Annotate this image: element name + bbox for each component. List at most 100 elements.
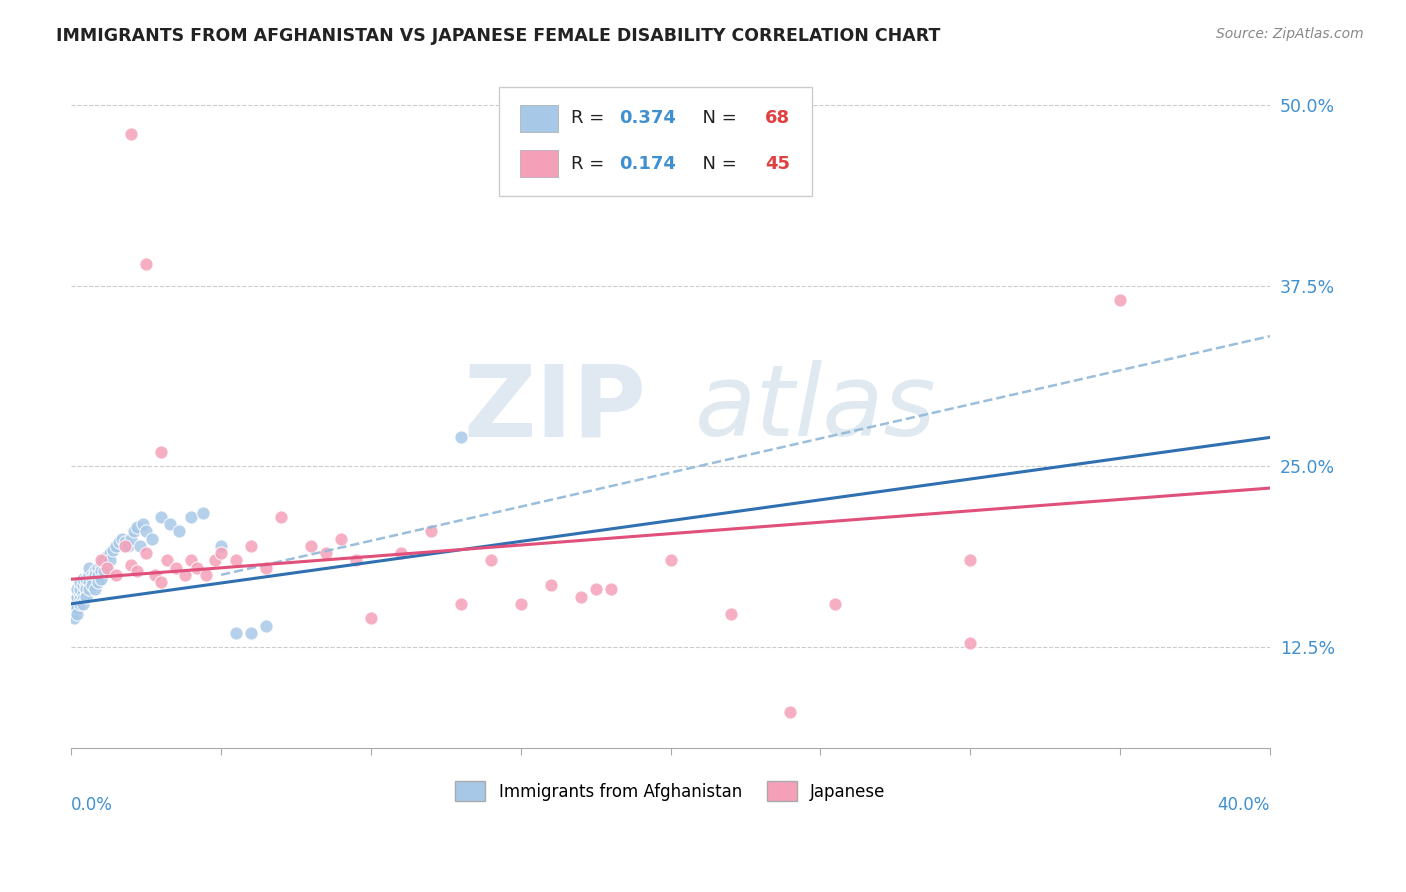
Point	[195, 567, 218, 582]
Point	[63, 607, 86, 621]
Point	[98, 553, 121, 567]
Point	[150, 445, 173, 459]
Point	[150, 510, 173, 524]
Point	[225, 553, 247, 567]
Point	[111, 532, 134, 546]
Point	[315, 546, 337, 560]
Point	[72, 572, 94, 586]
Point	[720, 607, 742, 621]
Text: 0.174: 0.174	[619, 154, 676, 173]
Point	[77, 575, 100, 590]
Point	[96, 560, 118, 574]
Point	[299, 539, 322, 553]
Point	[225, 625, 247, 640]
Point	[75, 582, 97, 597]
Point	[1109, 293, 1132, 307]
Point	[143, 567, 166, 582]
Point	[127, 564, 149, 578]
Point	[204, 553, 226, 567]
Point	[135, 524, 157, 539]
Point	[84, 567, 107, 582]
Text: N =: N =	[690, 154, 742, 173]
Point	[180, 510, 202, 524]
FancyBboxPatch shape	[520, 150, 558, 178]
Point	[66, 582, 89, 597]
Point	[103, 543, 125, 558]
Point	[135, 257, 157, 271]
Point	[63, 604, 86, 618]
Text: R =: R =	[571, 109, 610, 128]
Point	[90, 553, 112, 567]
Point	[659, 553, 682, 567]
Point	[75, 572, 97, 586]
Point	[114, 534, 136, 549]
Point	[174, 567, 197, 582]
Point	[344, 553, 367, 567]
Point	[191, 506, 214, 520]
Point	[959, 636, 981, 650]
Point	[270, 510, 292, 524]
Point	[77, 567, 100, 582]
Point	[117, 539, 139, 553]
Point	[254, 560, 277, 574]
Point	[150, 575, 173, 590]
Point	[108, 534, 131, 549]
Point	[105, 567, 128, 582]
Text: R =: R =	[571, 154, 610, 173]
Point	[90, 572, 112, 586]
Point	[96, 558, 118, 572]
Point	[87, 560, 110, 574]
Point	[72, 578, 94, 592]
Point	[69, 587, 91, 601]
Point	[127, 520, 149, 534]
Point	[69, 597, 91, 611]
Point	[132, 517, 155, 532]
Point	[120, 127, 142, 141]
Point	[540, 578, 562, 592]
Point	[72, 587, 94, 601]
Point	[87, 575, 110, 590]
Point	[165, 560, 187, 574]
Point	[180, 553, 202, 567]
Point	[122, 524, 145, 539]
Point	[63, 597, 86, 611]
Point	[82, 572, 104, 586]
Point	[87, 567, 110, 582]
Point	[209, 539, 232, 553]
Point	[419, 524, 441, 539]
FancyBboxPatch shape	[499, 87, 813, 196]
Text: N =: N =	[690, 109, 742, 128]
Point	[779, 706, 801, 720]
Point	[120, 558, 142, 572]
Text: atlas: atlas	[695, 360, 936, 457]
Point	[167, 524, 190, 539]
Point	[114, 539, 136, 553]
Point	[599, 582, 621, 597]
Point	[129, 539, 152, 553]
Point	[66, 592, 89, 607]
Point	[240, 625, 263, 640]
Point	[69, 582, 91, 597]
Point	[66, 601, 89, 615]
Point	[69, 575, 91, 590]
Point	[96, 549, 118, 563]
Point	[84, 582, 107, 597]
Point	[450, 430, 472, 444]
Point	[389, 546, 412, 560]
Text: 0.374: 0.374	[619, 109, 676, 128]
Point	[72, 597, 94, 611]
Text: IMMIGRANTS FROM AFGHANISTAN VS JAPANESE FEMALE DISABILITY CORRELATION CHART: IMMIGRANTS FROM AFGHANISTAN VS JAPANESE …	[56, 27, 941, 45]
Point	[824, 597, 846, 611]
Point	[569, 590, 592, 604]
Point	[360, 611, 382, 625]
Point	[159, 517, 181, 532]
Point	[82, 567, 104, 582]
Point	[186, 560, 208, 574]
Text: 45: 45	[765, 154, 790, 173]
FancyBboxPatch shape	[520, 104, 558, 132]
Text: 68: 68	[765, 109, 790, 128]
Point	[75, 590, 97, 604]
Text: 0.0%: 0.0%	[72, 796, 112, 814]
Point	[585, 582, 607, 597]
Point	[509, 597, 531, 611]
